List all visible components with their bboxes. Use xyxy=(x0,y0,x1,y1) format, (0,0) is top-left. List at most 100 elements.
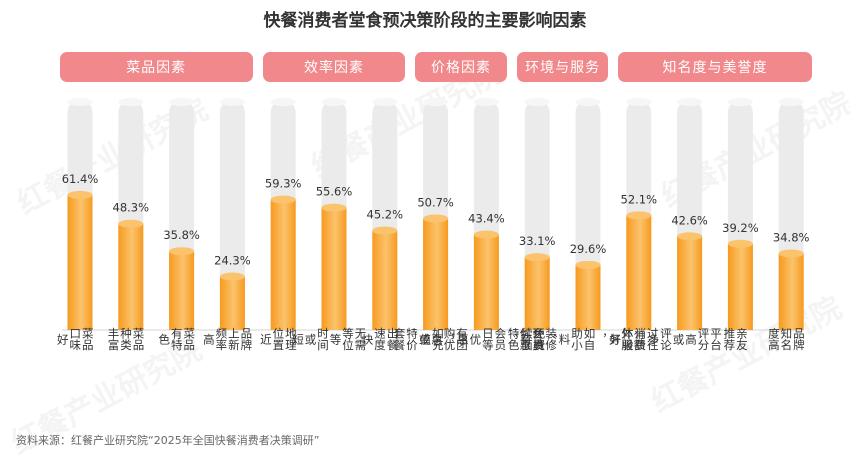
bar xyxy=(169,251,195,330)
bar xyxy=(727,243,753,330)
bar-cap xyxy=(169,247,195,256)
bar-cap xyxy=(321,203,347,212)
bar xyxy=(118,223,144,330)
bar-track-cap xyxy=(67,98,93,106)
category-label: 购优 xyxy=(443,327,457,352)
category-label: 会员 xyxy=(493,328,507,352)
bar-cap xyxy=(778,249,804,258)
category-label: 、 xyxy=(506,333,520,345)
bar-track-cap xyxy=(677,98,703,106)
category-label: 速度 xyxy=(373,328,387,352)
bar xyxy=(524,257,550,330)
bar xyxy=(219,276,245,330)
bar xyxy=(626,215,652,330)
bar xyxy=(575,264,601,330)
category-label: 助小 xyxy=(570,327,584,352)
group-header: 环境与服务 xyxy=(516,52,609,82)
bar-cap xyxy=(575,260,601,269)
category-label: 特色 xyxy=(507,327,521,351)
category-label: 地理 xyxy=(284,328,298,351)
category-label: 出餐 xyxy=(386,327,400,351)
category-label: 频率 xyxy=(214,327,228,352)
category-label: 免费 xyxy=(532,327,546,352)
category-label: ， xyxy=(595,333,609,345)
category-label: 有团 xyxy=(455,327,469,352)
bar-track-cap xyxy=(219,98,245,106)
category-label: 品牌 xyxy=(239,328,253,352)
bar-cap xyxy=(67,190,93,199)
category-label: 体验 xyxy=(621,327,635,352)
category-label: 快 xyxy=(361,333,375,345)
category-label: 上新 xyxy=(227,328,241,351)
bar-chart: 61.4%菜品口味好48.3%菜品种类丰富35.8%菜品有特色24.3%品牌上新… xyxy=(56,98,810,352)
data-label: 29.6% xyxy=(570,242,607,256)
bar-cap xyxy=(372,226,398,235)
category-label: 好 xyxy=(608,332,622,345)
chart-title: 快餐消费者堂食预决策阶段的主要影响因素 xyxy=(263,11,587,31)
category-label: 多 xyxy=(647,332,661,345)
bar xyxy=(473,234,499,330)
category-label: 有额 xyxy=(632,327,646,352)
data-label: 35.8% xyxy=(163,228,200,242)
category-label: 如自 xyxy=(582,327,596,351)
data-label: 61.4% xyxy=(62,172,99,186)
bar-track xyxy=(219,100,245,330)
bar-cap xyxy=(524,253,550,262)
category-label: 、 xyxy=(545,333,559,345)
bar xyxy=(778,253,804,330)
data-label: 33.1% xyxy=(519,234,556,248)
bar-track-cap xyxy=(270,98,296,106)
category-label: 菜品 xyxy=(81,328,95,351)
category-label: 色 xyxy=(157,332,171,344)
category-label: 近 xyxy=(259,333,273,345)
category-label: 知名 xyxy=(779,327,793,351)
category-label: 位置 xyxy=(271,327,285,351)
bar-track-cap xyxy=(372,98,398,106)
category-label: 口味 xyxy=(68,328,82,351)
category-label: 有特 xyxy=(170,327,184,351)
category-label: 优 xyxy=(468,333,482,345)
category-label: 或 xyxy=(303,333,317,345)
category-label: 高 xyxy=(684,332,698,345)
bar xyxy=(372,230,398,330)
bar-cap xyxy=(270,195,296,204)
category-label: 无需 xyxy=(353,328,367,351)
data-label: 39.2% xyxy=(722,221,759,235)
bar-cap xyxy=(473,230,499,239)
data-label: 50.7% xyxy=(417,195,454,209)
category-label: 会员 xyxy=(531,328,545,352)
category-label: 料 xyxy=(557,332,571,345)
group-header: 知名度与美誉度 xyxy=(618,52,812,82)
category-label: 消费 xyxy=(633,327,647,352)
category-label: 评分 xyxy=(697,328,711,352)
data-label: 59.3% xyxy=(265,177,302,191)
data-label: 55.6% xyxy=(316,185,353,199)
category-label: 务 xyxy=(607,332,621,344)
bar xyxy=(67,194,93,330)
category-label: 菜品 xyxy=(182,328,196,351)
category-label: 亲友 xyxy=(735,327,749,351)
category-label: 种类 xyxy=(119,327,133,352)
category-label: 过往 xyxy=(646,328,660,351)
data-label: 34.8% xyxy=(773,230,810,244)
bar-track-cap xyxy=(423,98,449,106)
bar-cap xyxy=(423,214,449,223)
category-label: 套餐 xyxy=(393,328,407,351)
bar xyxy=(321,207,347,330)
category-label: 惠 xyxy=(456,332,470,344)
category-label: 菜品 xyxy=(132,328,146,351)
category-label: 如充 xyxy=(431,327,445,352)
category-label: 日等 xyxy=(481,328,495,351)
data-label: 45.2% xyxy=(367,208,404,222)
bar-cap xyxy=(677,232,703,241)
group-header: 菜品因素 xyxy=(59,52,253,82)
data-label: 52.1% xyxy=(621,192,658,206)
category-label: 平台 xyxy=(709,328,723,351)
category-label: 等位 xyxy=(341,327,355,351)
group-header: 价格因素 xyxy=(415,52,507,82)
category-label: 或 xyxy=(672,333,686,345)
data-label: 24.3% xyxy=(214,254,251,268)
category-label: 等 xyxy=(328,332,342,344)
category-label: 高 xyxy=(202,332,216,345)
data-label: 48.3% xyxy=(113,201,150,215)
